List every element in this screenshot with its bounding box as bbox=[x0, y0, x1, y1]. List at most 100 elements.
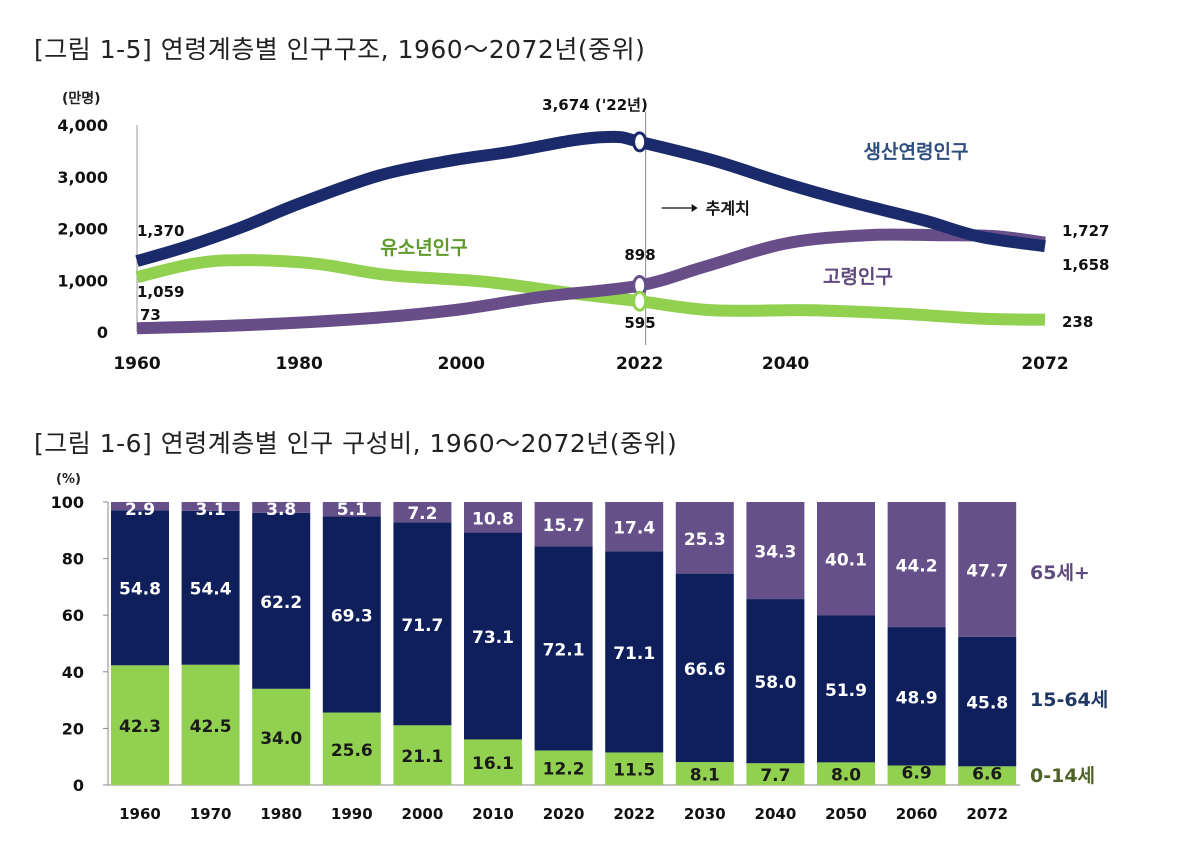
bar-segment bbox=[393, 522, 452, 726]
x-tick-label: 1990 bbox=[331, 805, 373, 823]
bar-segment bbox=[181, 510, 240, 665]
bar-value-label: 58.0 bbox=[754, 673, 796, 693]
bar-segment bbox=[605, 752, 664, 785]
bar-segment bbox=[817, 615, 875, 763]
bar-value-label: 17.4 bbox=[613, 519, 655, 539]
bar-segment bbox=[887, 627, 946, 766]
bar-value-label: 3.1 bbox=[196, 500, 226, 520]
bar-segment bbox=[393, 502, 452, 523]
bar-value-label: 73.1 bbox=[472, 628, 514, 648]
bar-segment bbox=[252, 512, 311, 689]
bar-value-label: 6.6 bbox=[972, 764, 1002, 784]
bar-segment bbox=[887, 502, 946, 628]
bar-segment bbox=[393, 725, 452, 785]
bar-segment bbox=[322, 516, 381, 713]
x-tick-label: 2022 bbox=[613, 805, 655, 823]
bar-value-label: 42.5 bbox=[190, 717, 232, 737]
bar-value-label: 34.3 bbox=[754, 543, 796, 563]
line-chart-title: [그림 1-5] 연령계층별 인구구조, 1960～2072년(중위) bbox=[34, 35, 646, 64]
bar-value-label: 2.9 bbox=[125, 500, 155, 520]
bar-value-label: 3.8 bbox=[266, 500, 296, 520]
bar-value-label: 44.2 bbox=[896, 557, 938, 577]
data-label: 1,727 bbox=[1062, 222, 1109, 240]
x-tick-label: 2000 bbox=[438, 354, 485, 374]
bar-segment bbox=[958, 636, 1017, 767]
series-label: 고령인구 bbox=[823, 266, 893, 288]
bar-value-label: 34.0 bbox=[260, 729, 302, 749]
bar-value-label: 72.1 bbox=[543, 640, 585, 660]
bar-segment bbox=[181, 502, 240, 511]
x-tick-label: 2010 bbox=[472, 805, 514, 823]
y-tick-label: 0 bbox=[97, 323, 108, 342]
bar-value-label: 16.1 bbox=[472, 754, 514, 774]
bar-value-label: 69.3 bbox=[331, 606, 373, 626]
data-label: 898 bbox=[624, 246, 655, 264]
bar-segment bbox=[534, 502, 593, 547]
y-tick-label: 60 bbox=[62, 606, 84, 625]
bar-segment bbox=[322, 712, 381, 785]
bar-value-label: 11.5 bbox=[613, 761, 655, 781]
bar-segment bbox=[534, 750, 593, 785]
x-tick-label: 1960 bbox=[119, 805, 161, 823]
x-tick-label: 2030 bbox=[684, 805, 726, 823]
x-tick-label: 2072 bbox=[966, 805, 1008, 823]
arrow-head-icon bbox=[691, 204, 698, 212]
x-tick-label: 1960 bbox=[113, 354, 160, 374]
bar-segment bbox=[817, 762, 875, 785]
x-tick-label: 2050 bbox=[825, 805, 867, 823]
bar-value-label: 6.9 bbox=[902, 763, 932, 783]
bar-segment bbox=[605, 551, 664, 753]
x-tick-label: 2040 bbox=[762, 354, 809, 374]
series-label: 유소년인구 bbox=[380, 237, 467, 259]
x-tick-label: 2072 bbox=[1021, 354, 1068, 374]
data-label: 1,658 bbox=[1062, 256, 1109, 274]
series-line-0 bbox=[135, 130, 1046, 267]
bar-value-label: 71.7 bbox=[401, 616, 443, 636]
bar-value-label: 48.9 bbox=[896, 688, 938, 708]
bar-value-label: 62.2 bbox=[260, 593, 302, 613]
bar-value-label: 54.8 bbox=[119, 580, 161, 600]
marker-2022 bbox=[632, 131, 648, 153]
y-tick-label: 100 bbox=[51, 493, 84, 512]
bar-segment bbox=[958, 502, 1017, 637]
bar-segment bbox=[817, 502, 875, 616]
bar-value-label: 25.3 bbox=[684, 530, 726, 550]
data-label: 238 bbox=[1062, 313, 1093, 331]
bar-value-label: 66.6 bbox=[684, 660, 726, 680]
data-label: 3,674 ('22년) bbox=[542, 96, 648, 114]
bar-value-label: 47.7 bbox=[966, 561, 1008, 581]
y-tick-label: 2,000 bbox=[57, 220, 108, 239]
bar-segment bbox=[675, 573, 734, 763]
legend-item: 15-64세 bbox=[1030, 689, 1108, 711]
x-tick-label: 2060 bbox=[896, 805, 938, 823]
bar-segment bbox=[746, 763, 805, 785]
bar-value-label: 25.6 bbox=[331, 741, 373, 761]
bar-value-label: 71.1 bbox=[613, 644, 655, 664]
x-tick-label: 2040 bbox=[755, 805, 797, 823]
x-tick-label: 1980 bbox=[260, 805, 302, 823]
x-tick-label: 2020 bbox=[543, 805, 585, 823]
y-axis-label: (%) bbox=[56, 472, 81, 487]
bar-segment bbox=[605, 502, 664, 552]
data-label: 595 bbox=[624, 314, 655, 332]
bar-value-label: 7.2 bbox=[407, 504, 437, 524]
bar-segment bbox=[111, 665, 169, 785]
bar-value-label: 10.8 bbox=[472, 509, 514, 529]
bar-segment bbox=[181, 664, 240, 785]
y-tick-label: 1,000 bbox=[57, 271, 108, 290]
line-chart: (만명) 0 1,000 2,000 3,000 4,000 1960 1980 2000 202… bbox=[57, 90, 1109, 374]
bar-value-label: 51.9 bbox=[825, 681, 867, 701]
y-tick-label: 40 bbox=[62, 663, 84, 682]
projection-label: 추계치 bbox=[706, 199, 750, 218]
y-tick-label: 0 bbox=[73, 776, 84, 795]
bar-chart-title: [그림 1-6] 연령계층별 인구 구성비, 1960～2072년(중위) bbox=[34, 429, 678, 458]
y-tick-label: 4,000 bbox=[57, 116, 108, 135]
x-tick-label: 1970 bbox=[190, 805, 232, 823]
y-axis-label: (만명) bbox=[62, 90, 101, 107]
bar-segment bbox=[322, 502, 381, 517]
bar-value-label: 54.4 bbox=[190, 580, 232, 600]
x-tick-label: 2022 bbox=[616, 354, 663, 374]
bar-segment bbox=[746, 599, 805, 764]
bar-value-label: 8.0 bbox=[831, 766, 861, 786]
